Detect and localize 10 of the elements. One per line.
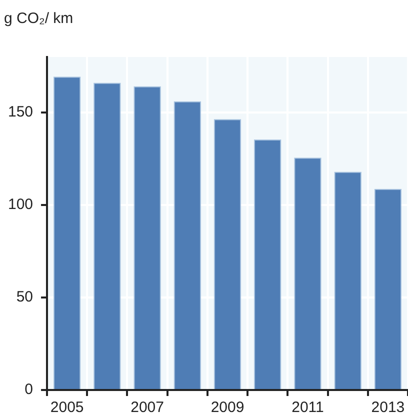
x-tick-label: 2011: [292, 399, 324, 416]
y-tick-label: 0: [24, 381, 34, 398]
x-tick-label: 2009: [210, 399, 244, 416]
y-tick-label: 150: [8, 104, 34, 121]
x-tick-label: 2007: [130, 399, 164, 416]
y-tick-label: 50: [16, 288, 34, 306]
x-tick-label: 2013: [371, 399, 405, 416]
y-tick-label: 100: [8, 196, 34, 214]
y-axis-title: g CO₂/ km: [3, 9, 74, 29]
x-tick-label: 2005: [50, 399, 84, 416]
